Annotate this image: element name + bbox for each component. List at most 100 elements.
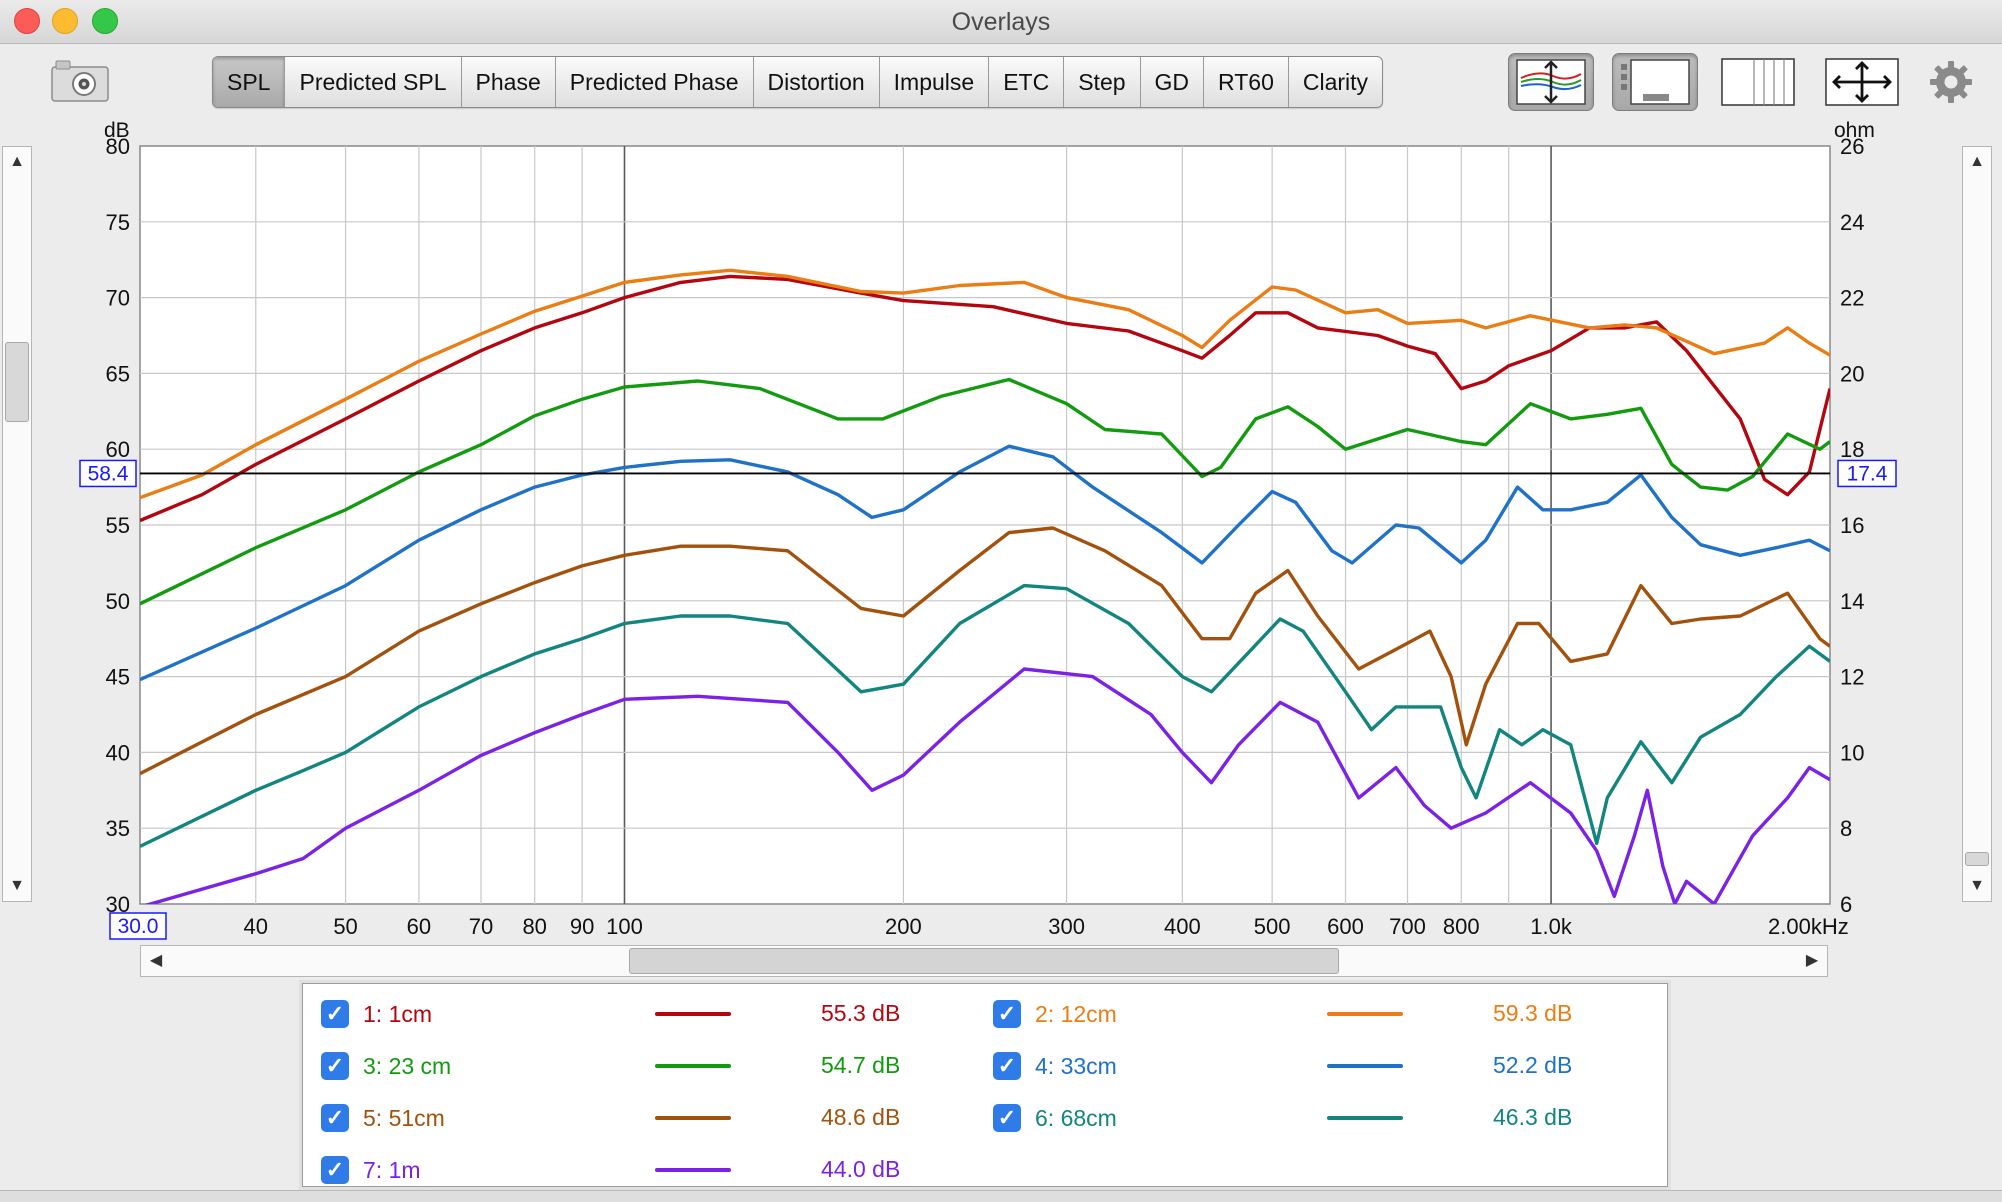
legend-line-swatch	[1327, 1116, 1403, 1120]
tab-distortion[interactable]: Distortion	[754, 57, 880, 107]
x-tick-label: 300	[1048, 914, 1085, 939]
zoom-window-button[interactable]	[92, 8, 118, 34]
y2-tick-label: 8	[1840, 816, 1852, 841]
legend-series-name: 7: 1m	[363, 1156, 421, 1183]
legend-checkbox-3[interactable]: ✓	[321, 1052, 349, 1080]
legend-line-swatch	[655, 1064, 731, 1068]
cursor-x-value-box	[109, 912, 167, 940]
x-tick-label: 1.0k	[1530, 914, 1573, 939]
legend-checkbox-4[interactable]: ✓	[993, 1052, 1021, 1080]
legend-checkbox-7[interactable]: ✓	[321, 1156, 349, 1184]
scroll-up-arrow-icon[interactable]: ▲	[1969, 153, 1985, 170]
legend-value: 52.2 dB	[1493, 1052, 1573, 1078]
tab-gd[interactable]: GD	[1141, 57, 1205, 107]
y2-tick-label: 6	[1840, 892, 1852, 917]
scroll-right-arrow-icon[interactable]: ▶	[1805, 952, 1819, 969]
move-arrows-icon[interactable]	[1820, 53, 1906, 111]
legend-series-name: 1: 1cm	[363, 1000, 433, 1027]
close-window-button[interactable]	[14, 8, 40, 34]
y2-tick-label: 20	[1840, 361, 1864, 386]
minimize-window-button[interactable]	[52, 8, 78, 34]
controls-panel-icon[interactable]	[1612, 53, 1698, 111]
window-title: Overlays	[951, 8, 1051, 36]
legend-checkbox-5[interactable]: ✓	[321, 1104, 349, 1132]
x-tick-label: 500	[1254, 914, 1291, 939]
tab-spl[interactable]: SPL	[213, 57, 286, 107]
legend-item-6: ✓ 6: 68cm	[993, 1098, 1117, 1138]
y2-tick-label: 16	[1840, 513, 1864, 538]
y2-tick-label: 26	[1840, 134, 1864, 159]
legend-line-swatch	[1327, 1012, 1403, 1016]
y2-tick-label: 12	[1840, 665, 1864, 690]
tab-etc[interactable]: ETC	[989, 57, 1065, 107]
legend-value: 54.7 dB	[821, 1052, 901, 1078]
x-tick-label: 600	[1327, 914, 1364, 939]
legend-series-name: 3: 23 cm	[363, 1052, 452, 1079]
legend-value: 44.0 dB	[821, 1156, 901, 1182]
scroll-down-arrow-icon[interactable]: ▼	[9, 877, 25, 894]
scroll-down-arrow-icon[interactable]: ▼	[1969, 877, 1985, 894]
title-bar: Overlays	[0, 0, 2002, 44]
legend-line-swatch	[655, 1168, 731, 1172]
cursor-y-right-value: 17.4	[1847, 462, 1888, 485]
x-tick-label: 2.00kHz	[1768, 914, 1849, 939]
cursor-y-right-value-box	[1837, 459, 1897, 488]
tab-predicted-phase[interactable]: Predicted Phase	[556, 57, 754, 107]
legend-item-4: ✓ 4: 33cm	[993, 1046, 1117, 1086]
y-tick-label: 40	[106, 740, 130, 765]
y-tick-label: 75	[106, 210, 130, 235]
y-tick-label: 55	[106, 513, 130, 538]
right-vertical-scrollbar[interactable]: ▲ ▼	[1962, 146, 1992, 902]
y-tick-label: 45	[106, 665, 130, 690]
camera-icon[interactable]	[50, 58, 110, 104]
legend-series-name: 6: 68cm	[1035, 1104, 1117, 1131]
legend-value: 46.3 dB	[1493, 1104, 1573, 1130]
scroll-up-arrow-icon[interactable]: ▲	[9, 153, 25, 170]
y-tick-label: 35	[106, 816, 130, 841]
y-tick-label: 70	[106, 286, 130, 311]
tab-clarity[interactable]: Clarity	[1302, 69, 1369, 95]
trace-arrange-icon[interactable]	[1508, 53, 1594, 111]
tab-predicted-spl[interactable]: Predicted SPL	[285, 57, 462, 107]
y2-tick-label: 22	[1840, 286, 1864, 311]
legend-value: 59.3 dB	[1493, 1000, 1573, 1026]
tab-impulse[interactable]: Impulse	[880, 57, 990, 107]
tab-rt60[interactable]: RT60	[1204, 57, 1289, 107]
legend-value: 48.6 dB	[821, 1104, 901, 1130]
left-scroll-thumb[interactable]	[5, 342, 29, 422]
overlay-legend: ✓ 1: 1cm 55.3 dB ✓ 2: 12cm 59.3 dB ✓ 3: 23 cm 54…	[302, 983, 1668, 1187]
legend-item-1: ✓ 1: 1cm	[321, 994, 432, 1034]
x-tick-label: 80	[522, 914, 546, 939]
y2-tick-label: 18	[1840, 437, 1864, 462]
horizontal-scrollbar[interactable]: ◀ ▶	[140, 945, 1828, 977]
x-tick-label: 50	[333, 914, 357, 939]
series-line-3	[140, 377, 1830, 606]
scroll-left-arrow-icon[interactable]: ◀	[149, 952, 163, 969]
right-scroll-thumb[interactable]	[1965, 852, 1989, 866]
legend-item-3: ✓ 3: 23 cm	[321, 1046, 451, 1086]
x-tick-label: 100	[606, 914, 643, 939]
series-line-5	[140, 526, 1830, 776]
horizontal-scroll-thumb[interactable]	[629, 948, 1339, 974]
cursor-y-left-value: 58.4	[88, 462, 129, 485]
y2-tick-label: 10	[1840, 740, 1864, 765]
gear-icon[interactable]	[1928, 59, 1974, 105]
series-line-2	[140, 268, 1830, 500]
y-tick-label: 80	[106, 134, 130, 159]
y-tick-label: 60	[106, 437, 130, 462]
grid-columns-icon[interactable]	[1716, 53, 1802, 111]
left-vertical-scrollbar[interactable]: ▲ ▼	[2, 146, 32, 902]
cursor-y-left-value-box	[79, 459, 137, 488]
series-line-6	[140, 583, 1830, 848]
y2-axis-label: ohm	[1834, 119, 1875, 142]
legend-checkbox-1[interactable]: ✓	[321, 1000, 349, 1028]
legend-checkbox-6[interactable]: ✓	[993, 1104, 1021, 1132]
legend-series-name: 5: 51cm	[363, 1104, 445, 1131]
tab-step[interactable]: Step	[1064, 57, 1141, 107]
series-line-1	[140, 274, 1830, 523]
legend-checkbox-2[interactable]: ✓	[993, 1000, 1021, 1028]
legend-value: 55.3 dB	[821, 1000, 901, 1026]
tab-phase[interactable]: Phase	[462, 57, 556, 107]
x-tick-label: 200	[885, 914, 922, 939]
